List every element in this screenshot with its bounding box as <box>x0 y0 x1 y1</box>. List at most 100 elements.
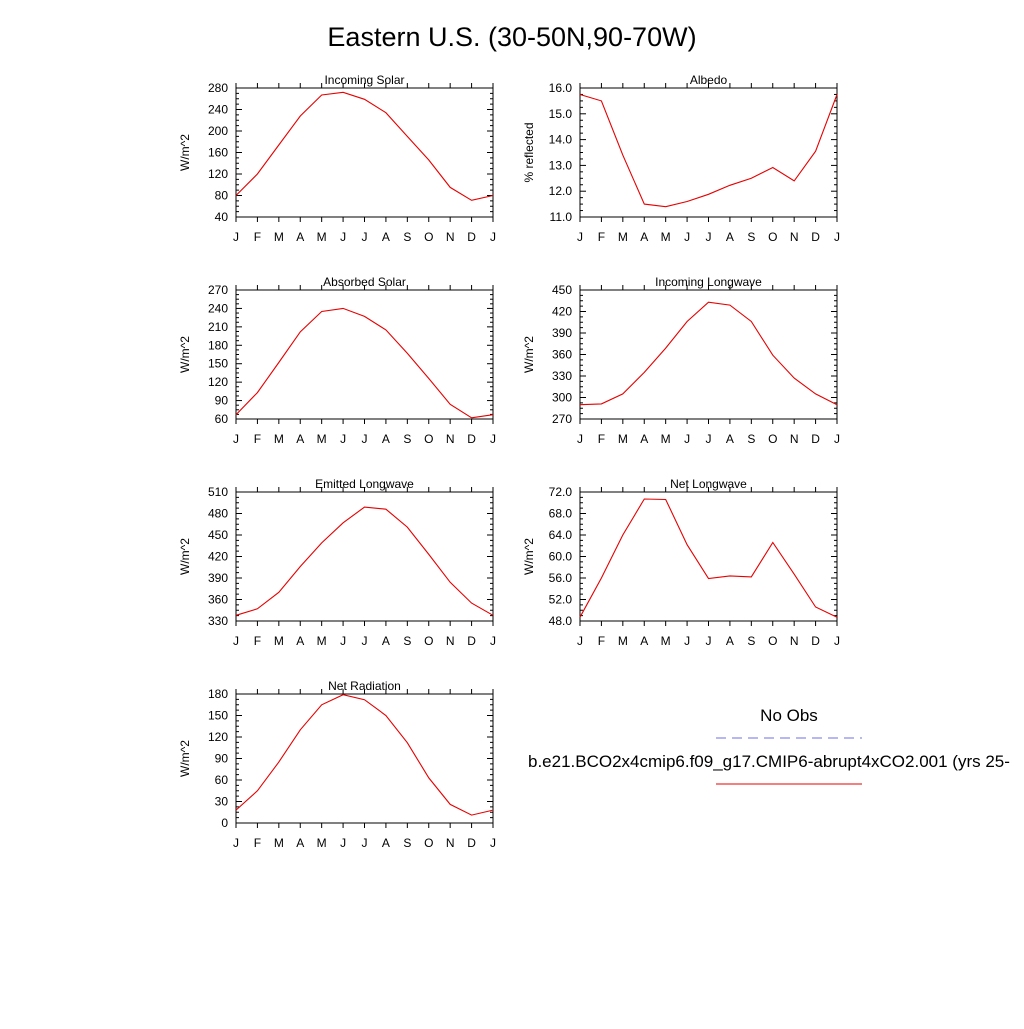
absorbed-solar-ytick-label: 120 <box>208 375 228 389</box>
absorbed-solar-xtick-label: D <box>467 432 476 446</box>
incoming-longwave-ytick-label: 390 <box>552 326 572 340</box>
absorbed-solar-xtick-label: F <box>254 432 261 446</box>
net-radiation-xtick-label: M <box>317 836 327 850</box>
net-longwave-ytick-label: 60.0 <box>549 550 573 564</box>
emitted-longwave-xtick-label: J <box>490 634 496 648</box>
albedo-xtick-label: M <box>618 230 628 244</box>
incoming-solar-xtick-label: N <box>446 230 455 244</box>
net-radiation-xtick-label: D <box>467 836 476 850</box>
net-longwave-xtick-label: J <box>684 634 690 648</box>
absorbed-solar-plot-frame <box>235 289 494 420</box>
absorbed-solar-ytick-label: 90 <box>215 394 229 408</box>
albedo-xtick-label: A <box>640 230 648 244</box>
net-radiation-series-line <box>235 694 494 816</box>
net-longwave-xtick-label: M <box>618 634 628 648</box>
incoming-solar-ylabel: W/m^2 <box>178 134 192 171</box>
emitted-longwave-xtick-label: M <box>317 634 327 648</box>
incoming-longwave-xtick-label: M <box>661 432 671 446</box>
incoming-longwave-panel: Incoming Longwave W/m^2 270 300 330 360 390 420… <box>522 275 840 446</box>
absorbed-solar-xtick-label: J <box>340 432 346 446</box>
absorbed-solar-xtick-label: J <box>233 432 239 446</box>
absorbed-solar-xtick-label: M <box>274 432 284 446</box>
net-longwave-xtick-label: O <box>768 634 777 648</box>
incoming-solar-xtick-label: J <box>233 230 239 244</box>
incoming-longwave-xtick-label: J <box>706 432 712 446</box>
incoming-longwave-xtick-label: N <box>790 432 799 446</box>
net-radiation-ytick-label: 120 <box>208 730 228 744</box>
incoming-solar-xtick-label: A <box>382 230 390 244</box>
albedo-xtick-label: J <box>684 230 690 244</box>
absorbed-solar-xtick-label: M <box>317 432 327 446</box>
absorbed-solar-ytick-label: 180 <box>208 338 228 352</box>
incoming-solar-plot-frame <box>235 87 494 218</box>
incoming-solar-ytick-label: 200 <box>208 124 228 138</box>
legend-model-label: b.e21.BCO2x4cmip6.f09_g17.CMIP6-abrupt4x… <box>528 752 1010 771</box>
emitted-longwave-xtick-label: F <box>254 634 261 648</box>
incoming-longwave-plot-frame <box>579 289 838 420</box>
incoming-longwave-series-line <box>579 301 838 406</box>
emitted-longwave-ytick-label: 360 <box>208 593 228 607</box>
net-longwave-xtick-label: M <box>661 634 671 648</box>
incoming-longwave-xtick-label: J <box>834 432 840 446</box>
albedo-panel: Albedo % reflected 11.0 12.0 13.0 14.0 15.0 16.… <box>522 73 840 244</box>
absorbed-solar-xtick-label: J <box>490 432 496 446</box>
net-radiation-ylabel: W/m^2 <box>178 740 192 777</box>
emitted-longwave-ylabel: W/m^2 <box>178 538 192 575</box>
net-longwave-xtick-label: J <box>577 634 583 648</box>
absorbed-solar-panel: Absorbed Solar W/m^2 60 90 120 150 180 210 240 27… <box>178 275 496 446</box>
net-longwave-xtick-label: F <box>598 634 605 648</box>
absorbed-solar-xtick-label: J <box>362 432 368 446</box>
albedo-ytick-label: 15.0 <box>549 107 573 121</box>
net-radiation-plot-frame <box>235 693 494 824</box>
incoming-solar-xtick-label: S <box>403 230 411 244</box>
net-radiation-xtick-label: J <box>490 836 496 850</box>
net-longwave-ytick-label: 48.0 <box>549 614 573 628</box>
albedo-xtick-label: M <box>661 230 671 244</box>
net-radiation-xtick-label: F <box>254 836 261 850</box>
albedo-ytick-label: 14.0 <box>549 133 573 147</box>
net-longwave-xtick-label: J <box>706 634 712 648</box>
net-radiation-ytick-label: 60 <box>215 773 229 787</box>
incoming-longwave-ytick-label: 270 <box>552 412 572 426</box>
incoming-solar-title: Incoming Solar <box>324 73 404 87</box>
emitted-longwave-xtick-label: O <box>424 634 433 648</box>
incoming-longwave-ytick-label: 300 <box>552 391 572 405</box>
net-longwave-panel: Net Longwave W/m^2 48.0 52.0 56.0 60.0 64.0 68.… <box>522 477 840 648</box>
albedo-xtick-label: S <box>747 230 755 244</box>
emitted-longwave-xtick-label: J <box>340 634 346 648</box>
net-longwave-ytick-label: 52.0 <box>549 593 573 607</box>
net-longwave-series-line <box>579 498 838 618</box>
albedo-ytick-label: 11.0 <box>550 210 573 224</box>
net-longwave-xtick-label: A <box>726 634 734 648</box>
incoming-solar-xtick-label: J <box>362 230 368 244</box>
incoming-solar-ytick-label: 80 <box>215 189 229 203</box>
albedo-xtick-label: J <box>706 230 712 244</box>
emitted-longwave-plot-frame <box>235 491 494 622</box>
net-longwave-xtick-label: J <box>834 634 840 648</box>
net-longwave-ytick-label: 56.0 <box>549 571 573 585</box>
incoming-solar-ytick-label: 280 <box>208 81 228 95</box>
incoming-longwave-xtick-label: S <box>747 432 755 446</box>
albedo-xtick-label: J <box>577 230 583 244</box>
absorbed-solar-ytick-label: 60 <box>215 412 229 426</box>
albedo-plot-frame <box>579 87 838 218</box>
incoming-solar-xtick-label: O <box>424 230 433 244</box>
absorbed-solar-ytick-label: 240 <box>208 301 228 315</box>
net-longwave-xtick-label: N <box>790 634 799 648</box>
net-radiation-ytick-label: 90 <box>215 752 229 766</box>
incoming-longwave-xtick-label: D <box>811 432 820 446</box>
net-radiation-xtick-label: S <box>403 836 411 850</box>
emitted-longwave-ytick-label: 510 <box>208 485 228 499</box>
emitted-longwave-ytick-label: 480 <box>208 507 228 521</box>
emitted-longwave-ytick-label: 390 <box>208 571 228 585</box>
incoming-longwave-ytick-label: 330 <box>552 369 572 383</box>
albedo-xtick-label: N <box>790 230 799 244</box>
incoming-solar-xtick-label: D <box>467 230 476 244</box>
emitted-longwave-xtick-label: A <box>296 634 304 648</box>
incoming-solar-ytick-label: 120 <box>208 167 228 181</box>
incoming-solar-xtick-label: M <box>317 230 327 244</box>
net-radiation-ytick-label: 150 <box>208 709 228 723</box>
emitted-longwave-ytick-label: 330 <box>208 614 228 628</box>
